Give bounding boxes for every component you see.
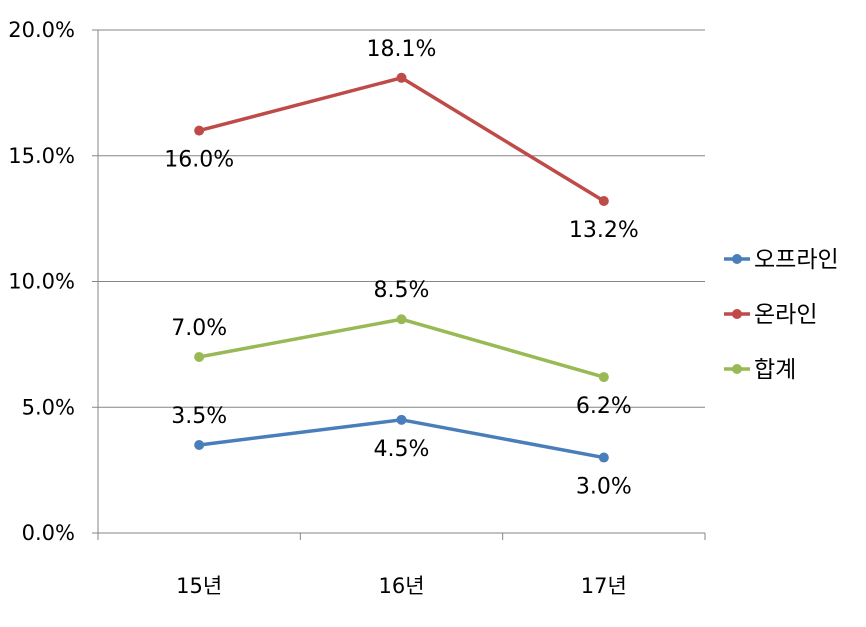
data-point bbox=[396, 314, 407, 325]
data-labels: 3.5% 4.5% 3.0% 16.0% 18.1% 13.2% 7.0% 8.5% 6.2% bbox=[164, 37, 639, 500]
data-point bbox=[396, 414, 407, 425]
data-label: 3.5% bbox=[171, 404, 227, 429]
legend-label: 온라인 bbox=[754, 302, 817, 328]
series-line bbox=[198, 76, 605, 203]
series-lines bbox=[194, 72, 609, 463]
y-tick-label: 5.0% bbox=[22, 395, 75, 419]
data-point bbox=[598, 196, 609, 207]
data-label: 16.0% bbox=[164, 148, 234, 173]
legend-swatch-marker bbox=[732, 254, 742, 264]
data-point bbox=[396, 72, 407, 83]
data-label: 3.0% bbox=[576, 475, 632, 500]
data-label: 6.2% bbox=[576, 394, 632, 419]
data-point bbox=[598, 452, 609, 463]
legend-swatch-marker bbox=[732, 364, 742, 374]
x-tick-label: 17년 bbox=[581, 574, 627, 598]
data-point bbox=[598, 372, 609, 383]
legend-label: 오프라인 bbox=[754, 247, 839, 273]
y-tick-label: 20.0% bbox=[8, 18, 75, 42]
data-label: 7.0% bbox=[171, 316, 227, 341]
y-tick-labels: 0.0% 5.0% 10.0% 15.0% 20.0% bbox=[8, 18, 75, 545]
x-tick-label: 15년 bbox=[176, 574, 222, 598]
data-point bbox=[194, 351, 205, 362]
data-point bbox=[194, 125, 205, 136]
data-label: 8.5% bbox=[374, 278, 430, 303]
legend-label: 합계 bbox=[754, 357, 796, 383]
series-line bbox=[198, 317, 605, 379]
data-label: 4.5% bbox=[374, 437, 430, 462]
x-tick-label: 16년 bbox=[378, 574, 424, 598]
y-tick-label: 10.0% bbox=[8, 270, 75, 294]
x-tick-labels: 15년 16년 17년 bbox=[176, 574, 627, 598]
axes bbox=[92, 29, 706, 540]
y-tick-label: 0.0% bbox=[22, 521, 75, 545]
data-label: 18.1% bbox=[367, 37, 437, 62]
legend-swatch-marker bbox=[732, 309, 742, 319]
gridlines bbox=[98, 29, 705, 408]
data-point bbox=[194, 439, 205, 450]
y-tick-label: 15.0% bbox=[8, 144, 75, 168]
data-label: 13.2% bbox=[569, 218, 639, 243]
